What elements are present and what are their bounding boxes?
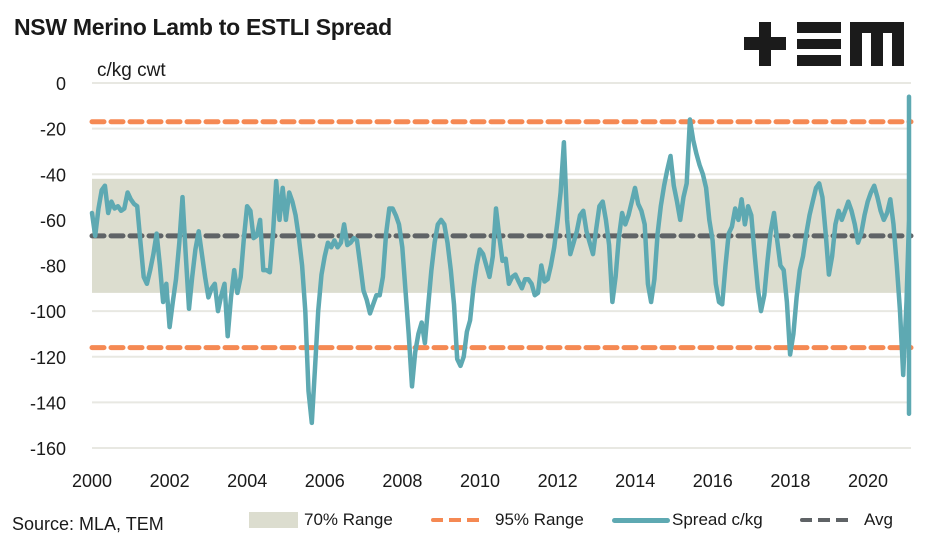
y-tick-label: -100 bbox=[30, 302, 66, 322]
y-tick-label: -140 bbox=[30, 393, 66, 413]
x-tick-label: 2004 bbox=[227, 471, 267, 491]
logo-e-middle bbox=[797, 39, 841, 49]
x-tick-labels: 2000 2002 2004 2006 2008 2010 2012 2014 2016 2018… bbox=[72, 471, 888, 491]
legend-swatch-range70 bbox=[249, 512, 298, 528]
x-tick-label: 2016 bbox=[693, 471, 733, 491]
chart-title: NSW Merino Lamb to ESTLI Spread bbox=[14, 14, 392, 40]
y-tick-label: -80 bbox=[40, 257, 66, 277]
x-tick-label: 2010 bbox=[460, 471, 500, 491]
y-tick-label: -160 bbox=[30, 439, 66, 459]
legend-swatch-avg bbox=[800, 518, 850, 522]
legend-item-range95: 95% Range bbox=[431, 507, 584, 533]
x-tick-label: 2018 bbox=[770, 471, 810, 491]
x-tick-label: 2008 bbox=[382, 471, 422, 491]
legend-item-spread: Spread c/kg bbox=[612, 507, 763, 533]
x-tick-label: 2000 bbox=[72, 471, 112, 491]
y-tick-label: -120 bbox=[30, 348, 66, 368]
x-tick-label: 2012 bbox=[538, 471, 578, 491]
x-tick-label: 2006 bbox=[305, 471, 345, 491]
logo-e-bottom bbox=[797, 55, 841, 66]
x-tick-label: 2020 bbox=[848, 471, 888, 491]
y-tick-label: 0 bbox=[56, 74, 66, 94]
source-note: Source: MLA, TEM bbox=[12, 514, 164, 534]
series-group bbox=[89, 94, 912, 426]
legend-swatch-range95 bbox=[431, 518, 481, 522]
legend-item-range70: 70% Range bbox=[249, 507, 393, 533]
y-axis-unit-label: c/kg cwt bbox=[97, 60, 166, 81]
logo-plus-vertical bbox=[759, 22, 771, 66]
logo-e-top bbox=[797, 22, 841, 33]
y-tick-label: -60 bbox=[40, 211, 66, 231]
spread-series-line bbox=[89, 94, 912, 426]
x-tick-label: 2002 bbox=[150, 471, 190, 491]
legend-swatch-spread bbox=[612, 517, 670, 523]
legend-label-avg: Avg bbox=[864, 510, 893, 529]
legend-label-spread: Spread c/kg bbox=[672, 510, 763, 529]
x-tick-label: 2014 bbox=[615, 471, 655, 491]
legend: 70% Range 95% Range Spread c/kg Avg bbox=[0, 507, 947, 533]
legend-item-avg: Avg bbox=[800, 507, 893, 533]
y-tick-labels: 0 -20 -40 -60 -80 -100 -120 -140 -160 bbox=[30, 74, 66, 459]
legend-label-range70: 70% Range bbox=[304, 510, 393, 529]
y-tick-label: -20 bbox=[40, 120, 66, 140]
tem-logo bbox=[744, 22, 904, 66]
y-tick-label: -40 bbox=[40, 165, 66, 185]
legend-label-range95: 95% Range bbox=[495, 510, 584, 529]
logo-m bbox=[850, 22, 904, 66]
